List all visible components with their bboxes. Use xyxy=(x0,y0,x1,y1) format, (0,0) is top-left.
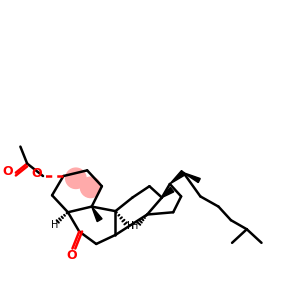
Text: H: H xyxy=(131,221,138,231)
Polygon shape xyxy=(162,188,174,197)
Polygon shape xyxy=(170,170,185,184)
Circle shape xyxy=(66,168,86,188)
Text: H: H xyxy=(51,220,58,230)
Polygon shape xyxy=(92,207,102,222)
Polygon shape xyxy=(183,172,200,183)
Text: O: O xyxy=(66,249,76,262)
Text: O: O xyxy=(3,165,13,178)
Text: H: H xyxy=(127,221,134,231)
Circle shape xyxy=(80,177,101,197)
Text: O: O xyxy=(31,167,41,180)
